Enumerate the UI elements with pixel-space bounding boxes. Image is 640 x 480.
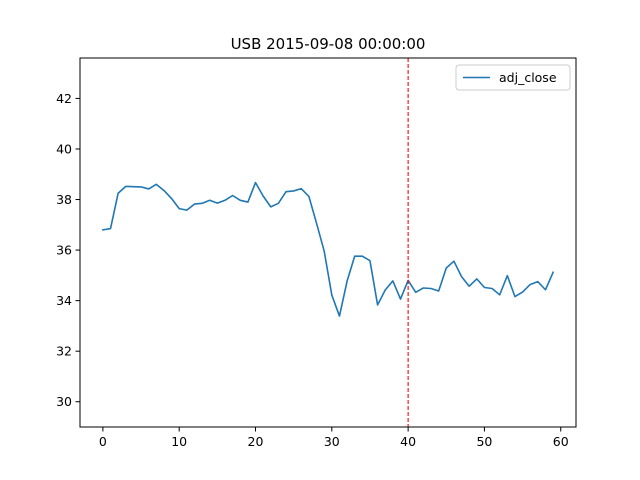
y-tick-label: 40 [56,141,72,156]
legend-label: adj_close [499,70,557,85]
x-tick-label: 20 [248,434,264,449]
x-tick-label: 40 [400,434,416,449]
y-tick-label: 36 [56,243,72,258]
x-tick-label: 50 [476,434,492,449]
chart-title: USB 2015-09-08 00:00:00 [231,35,426,53]
axes-frame [79,57,577,428]
x-tick-label: 10 [171,434,187,449]
y-tick-label: 30 [56,394,72,409]
legend-box [455,64,571,91]
series-line-adj_close [101,181,555,317]
y-tick-label: 34 [56,293,72,308]
x-tick-label: 60 [553,434,569,449]
plot-area: 0 10 20 30 40 50 60 30 32 34 36 38 40 42 adj_close [56,57,577,449]
y-tick-label: 42 [56,91,72,106]
y-tick-label: 32 [56,344,72,359]
x-tick-label: 30 [324,434,340,449]
x-tick-label: 0 [99,434,107,449]
y-tick-label: 38 [56,192,72,207]
